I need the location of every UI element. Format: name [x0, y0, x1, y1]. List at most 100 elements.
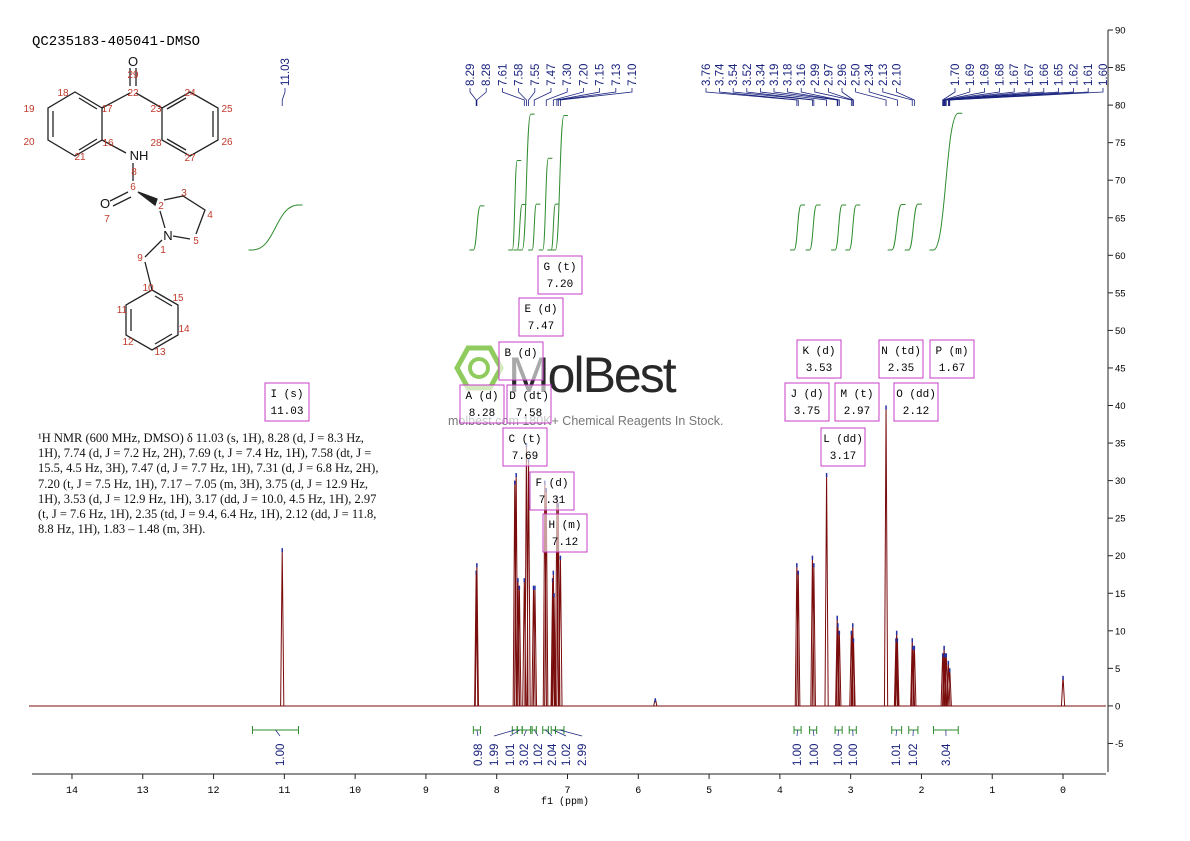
- integral-leader: [476, 729, 479, 737]
- peak-leader: [746, 88, 815, 106]
- integral-curve: [513, 204, 527, 251]
- atom-number: 12: [122, 337, 134, 348]
- atom-number: 25: [221, 104, 233, 115]
- atom-number: 10: [142, 283, 154, 294]
- peak-label: 8.29: [465, 64, 477, 86]
- peak-label: 3.52: [742, 64, 754, 86]
- multiplet-box: [820, 427, 866, 467]
- atom-number: 6: [130, 182, 136, 193]
- peak-leader: [943, 88, 1000, 106]
- integral-label: 1.00: [809, 744, 821, 766]
- integral-curve: [518, 113, 535, 251]
- y-tick-label: 45: [1115, 363, 1126, 374]
- peak-leader: [944, 88, 1030, 106]
- y-tick-label: 80: [1115, 101, 1126, 112]
- x-tick-label: 8: [494, 786, 500, 797]
- integral-curve: [904, 203, 922, 251]
- multiplet-shift: 7.20: [547, 279, 573, 291]
- atom-number: 21: [74, 152, 86, 163]
- y-tick-label: 15: [1115, 589, 1126, 600]
- x-tick-label: 10: [349, 786, 361, 797]
- peak-leader: [528, 88, 536, 106]
- integral-label: 1.01: [891, 744, 903, 766]
- peak-label: 2.10: [891, 64, 903, 86]
- peak-label: 1.67: [1024, 64, 1036, 86]
- peak-leader: [896, 88, 915, 106]
- atom-number: 26: [221, 137, 233, 148]
- integral-label: 1.01: [505, 744, 517, 766]
- atom-number: 24: [184, 88, 196, 99]
- peak-label: 3.34: [755, 63, 767, 86]
- peak-label: 8.28: [481, 64, 493, 86]
- atom-number: 8: [131, 167, 137, 178]
- peak-leader: [841, 88, 854, 106]
- integral-label: 3.02: [519, 744, 531, 766]
- atom-label: N: [163, 228, 172, 243]
- integral-leader: [559, 729, 583, 737]
- bond: [172, 235, 191, 240]
- integral-leader: [545, 729, 553, 737]
- atom-number: 28: [150, 138, 162, 149]
- nmr-description: ¹H NMR (600 MHz, DMSO) δ 11.03 (s, 1H), …: [38, 431, 379, 537]
- peak-leader: [828, 88, 854, 106]
- peak-leader: [560, 88, 633, 106]
- peak-label: 3.76: [701, 64, 713, 86]
- peak-label: 1.67: [1009, 64, 1021, 86]
- peak-leader: [787, 88, 839, 106]
- y-tick-label: 55: [1115, 288, 1126, 299]
- bond: [78, 97, 98, 110]
- y-tick-label: 35: [1115, 439, 1126, 450]
- bond: [144, 261, 153, 291]
- multiplet-shift: 2.97: [844, 406, 870, 418]
- peak-label: 2.34: [864, 63, 876, 86]
- x-axis-label: f1 (ppm): [541, 796, 589, 808]
- multiplet-label: B (d): [504, 348, 537, 360]
- atom-label: NH: [130, 148, 149, 163]
- y-tick-label: 75: [1115, 138, 1126, 149]
- integral-leader: [493, 729, 515, 737]
- peak: [810, 555, 815, 706]
- bond: [112, 196, 132, 207]
- y-tick-label: 40: [1115, 401, 1126, 412]
- x-tick-label: 0: [1060, 786, 1066, 797]
- peak-leader: [556, 88, 600, 106]
- atom-number: 15: [172, 293, 184, 304]
- atom-number: 18: [57, 88, 69, 99]
- multiplet-shift: 2.12: [903, 406, 929, 418]
- peak-label: 7.47: [546, 64, 558, 86]
- integral-bracket: [848, 726, 857, 734]
- peak-label: 1.69: [965, 64, 977, 86]
- atom-number: 7: [104, 214, 110, 225]
- peak-label: 11.03: [280, 58, 292, 86]
- bond: [166, 138, 187, 151]
- logo: [454, 345, 504, 391]
- peak-leader: [773, 88, 838, 106]
- integral-leader: [837, 729, 839, 737]
- integral-curve: [887, 204, 906, 251]
- multiplet-box: [518, 297, 564, 337]
- peak-leader: [882, 88, 913, 106]
- peak-label: 1.60: [1098, 64, 1110, 86]
- integral-curve: [805, 204, 821, 251]
- y-tick-label: 60: [1115, 251, 1126, 262]
- peak-leader: [760, 88, 827, 106]
- atom-number: 1: [160, 245, 166, 256]
- integral-label: 1.99: [489, 744, 501, 766]
- multiplet-label: D (dt): [509, 391, 549, 403]
- peak-leader: [476, 88, 487, 106]
- multiplet-box: [498, 341, 544, 381]
- atom-number: 4: [207, 210, 213, 221]
- atom-number: 13: [154, 347, 166, 358]
- multiplet-shift: 3.75: [794, 406, 820, 418]
- y-tick-label: 0: [1115, 701, 1120, 712]
- multiplet-shift: 3.53: [806, 363, 832, 375]
- peak-label: 7.55: [530, 64, 542, 86]
- integral-leader: [509, 729, 520, 737]
- ring: [161, 91, 219, 157]
- peak-label: 1.62: [1068, 64, 1080, 86]
- multiplet-shift: 2.35: [888, 363, 914, 375]
- peak: [1060, 675, 1066, 706]
- peak-leader: [942, 88, 956, 106]
- peak-leader: [948, 88, 1089, 106]
- watermark: [454, 345, 504, 391]
